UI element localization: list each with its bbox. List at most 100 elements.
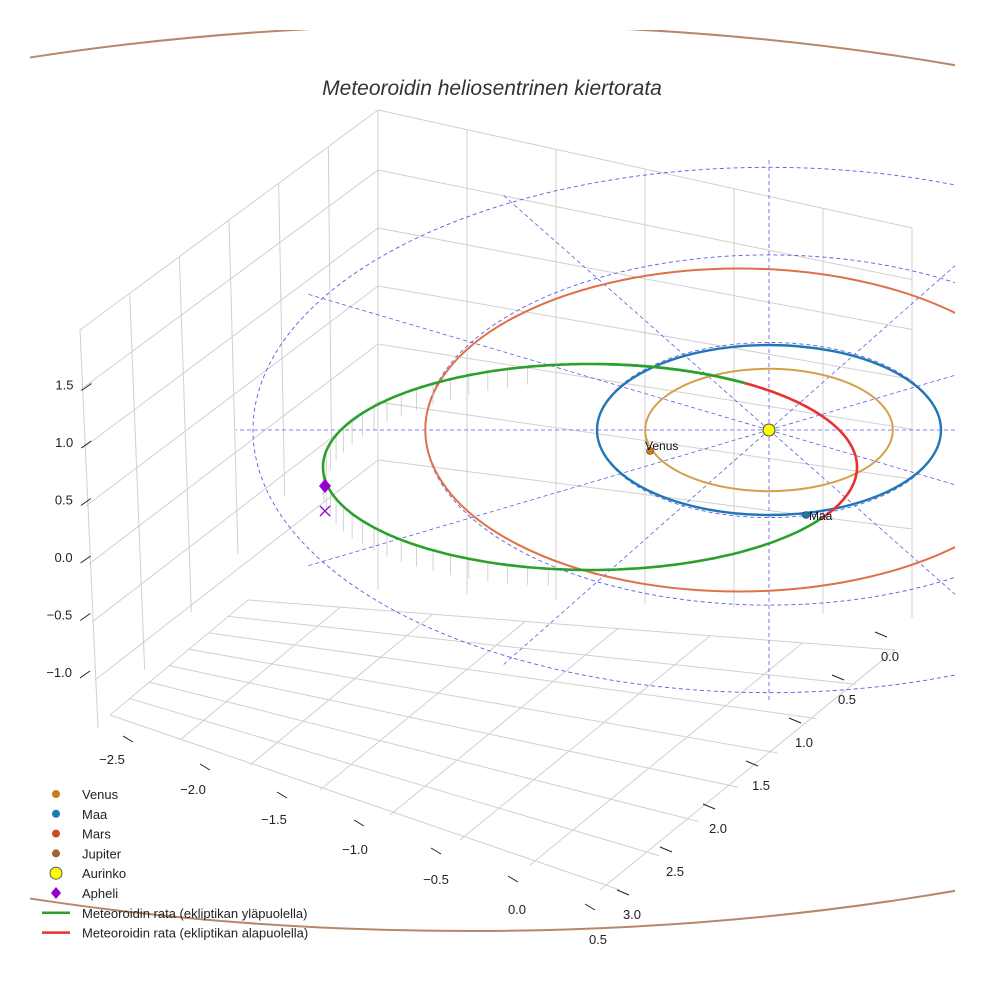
z-tick-label: −0.5: [47, 608, 73, 623]
legend-label: Maa: [82, 807, 108, 822]
aphelion-projection-marker: [319, 505, 331, 517]
floor-grid-line: [529, 642, 803, 866]
floor-grid-line: [109, 599, 249, 716]
x-tick-label: 0.0: [508, 902, 526, 917]
x-tick-label: −0.5: [423, 872, 449, 887]
x-tick: [199, 763, 211, 771]
side-grid-vertical: [278, 183, 286, 497]
wall-grid-horizontal: [88, 343, 913, 565]
maa-label: Maa: [809, 509, 833, 523]
side-grid-vertical: [178, 256, 192, 613]
legend-dot: [52, 790, 60, 798]
floor-grid-line: [129, 698, 660, 857]
x-tick: [122, 735, 134, 743]
y-tick: [702, 803, 716, 810]
floor-grid-line: [599, 649, 896, 891]
legend-label: Meteoroidin rata (ekliptikan alapuolella…: [82, 926, 308, 941]
y-tick: [659, 846, 673, 853]
z-tick-label: 1.5: [55, 378, 73, 393]
floor-grid-line: [179, 606, 341, 741]
y-tick-label: 2.0: [709, 821, 727, 836]
x-tick-label: 0.5: [589, 932, 607, 947]
floor-grid-line: [149, 681, 699, 822]
z-tick: [80, 555, 91, 564]
legend-dot: [52, 809, 60, 818]
chart-title: Meteoroidin heliosentrinen kiertorata: [322, 77, 662, 100]
box-top-edge: [79, 109, 913, 331]
grid-radial-line: [768, 429, 955, 486]
y-tick-label: 0.0: [881, 649, 899, 664]
z-tick: [80, 613, 91, 621]
floor-grid-line: [208, 632, 817, 720]
grid-radial-line: [502, 429, 770, 666]
floor-grid-line: [188, 648, 778, 754]
grid-radial-line: [307, 293, 770, 431]
floor-grid-line: [169, 665, 738, 788]
x-tick-label: −2.5: [99, 752, 125, 767]
legend-diamond: [51, 887, 61, 899]
z-tick: [81, 383, 92, 391]
legend-dot: [52, 829, 60, 838]
x-tick-label: −1.5: [261, 812, 287, 827]
sun-marker: [762, 423, 776, 437]
wall-grid-horizontal: [82, 227, 913, 449]
floor-grid-line: [249, 613, 434, 766]
legend-item: Jupiter: [52, 846, 122, 861]
maa-orbit: [595, 343, 943, 517]
venus-marker: [646, 447, 654, 455]
floor-grid-line: [319, 621, 526, 791]
y-tick-label: 0.5: [838, 692, 856, 707]
z-tick-label: 0.5: [55, 493, 73, 508]
venus-label: Venus: [645, 439, 678, 453]
aphelion-marker: [319, 479, 331, 493]
wall-grid-horizontal: [91, 401, 913, 623]
axis-ticks: −1.0 −0.5 0.0 0.5 1.0 1.5 −2.5 −2.0 −1.5 −1.0 −0.5…: [46, 378, 899, 948]
legend-sun: [49, 866, 63, 880]
wall-grid-horizontal: [94, 459, 913, 681]
floor-grid-line: [247, 599, 896, 651]
side-grid-vertical: [327, 146, 332, 439]
legend-item: Mars: [52, 827, 111, 842]
z-tick: [80, 440, 92, 449]
legend-label: Jupiter: [82, 846, 122, 861]
grid-radial-line: [768, 265, 955, 431]
legend-dot: [52, 849, 60, 858]
y-tick: [874, 631, 888, 638]
y-tick-label: 1.0: [795, 735, 813, 750]
legend-item: Aurinko: [49, 866, 126, 881]
y-tick: [788, 717, 802, 724]
jupiter-orbit: [30, 30, 955, 932]
legend-label: Venus: [82, 787, 119, 802]
legend-item: Meteoroidin rata (ekliptikan yläpuolella…: [42, 906, 307, 921]
legend-item: Venus: [52, 787, 119, 802]
floor-grid-line: [459, 635, 711, 841]
legend-label: Aurinko: [82, 866, 126, 881]
floor-grid-line: [109, 714, 621, 891]
z-tick: [79, 670, 91, 679]
x-tick: [353, 819, 365, 827]
grid-radial-line: [307, 429, 770, 567]
legend-item: Maa: [52, 807, 108, 822]
venus-orbit: [644, 367, 894, 493]
x-tick-label: −2.0: [180, 782, 206, 797]
mars-orbit: [424, 267, 955, 593]
grid-radial-line: [768, 374, 955, 431]
x-tick: [584, 903, 596, 911]
x-tick: [507, 875, 519, 883]
wall-grid-horizontal: [79, 169, 913, 391]
side-grid-vertical: [129, 293, 146, 671]
wall-grid-horizontal: [85, 285, 913, 507]
y-tick: [616, 889, 630, 896]
meteoroid-orbit-above: [321, 405, 823, 572]
axes-panes: [79, 109, 913, 891]
y-tick-label: 2.5: [666, 864, 684, 879]
grid-radial-line: [502, 194, 770, 431]
y-tick-label: 1.5: [752, 778, 770, 793]
y-tick: [831, 674, 845, 681]
y-tick: [745, 760, 759, 767]
y-tick-label: 3.0: [623, 907, 641, 922]
z-tick: [80, 498, 92, 506]
meteoroid-orbit-below: [820, 456, 859, 520]
legend-item: Meteoroidin rata (ekliptikan alapuolella…: [42, 926, 308, 941]
